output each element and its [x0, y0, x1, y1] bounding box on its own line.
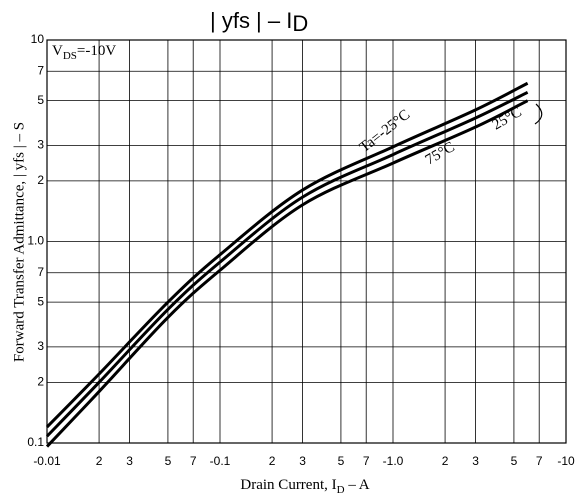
y-tick-label: 2 — [37, 173, 44, 187]
x-tick-label: 2 — [96, 454, 103, 468]
x-tick-label: -0.1 — [210, 454, 231, 468]
y-tick-label: 3 — [37, 138, 44, 152]
bracket — [534, 103, 543, 125]
series-label: 75°C — [423, 139, 458, 168]
x-tick-label: 7 — [536, 454, 543, 468]
y-tick-label: 3 — [37, 339, 44, 353]
y-tick-label: 10 — [31, 32, 45, 46]
chart-title: | yfs | – ID — [210, 8, 308, 36]
y-tick-label: 5 — [37, 294, 44, 308]
y-tick-label: 1.0 — [27, 234, 44, 248]
x-tick-label: -10 — [557, 454, 575, 468]
x-tick-label: -1.0 — [383, 454, 404, 468]
curve — [45, 81, 529, 429]
curve — [45, 90, 529, 438]
x-axis-label: Drain Current, ID – A — [240, 477, 369, 495]
x-tick-label: 3 — [126, 454, 133, 468]
x-tick-label: 5 — [511, 454, 518, 468]
x-tick-label: -0.01 — [33, 454, 61, 468]
x-tick-label: 3 — [472, 454, 479, 468]
x-tick-label: 7 — [363, 454, 370, 468]
y-tick-label: 7 — [37, 63, 44, 77]
y-tick-label: 7 — [37, 265, 44, 279]
y-tick-label: 0.1 — [27, 435, 44, 449]
y-axis-label: Forward Transfer Admittance, | yfs | – S — [11, 122, 27, 362]
x-tick-label: 2 — [269, 454, 276, 468]
x-tick-label: 2 — [442, 454, 449, 468]
x-tick-label: 5 — [338, 454, 345, 468]
y-tick-label: 5 — [37, 93, 44, 107]
curve — [45, 99, 529, 448]
y-tick-label: 2 — [37, 375, 44, 389]
x-tick-label: 5 — [165, 454, 172, 468]
x-tick-label: 3 — [299, 454, 306, 468]
annotation: VDS=-10V — [52, 43, 116, 61]
x-tick-label: 7 — [190, 454, 197, 468]
plot-frame — [46, 39, 567, 444]
